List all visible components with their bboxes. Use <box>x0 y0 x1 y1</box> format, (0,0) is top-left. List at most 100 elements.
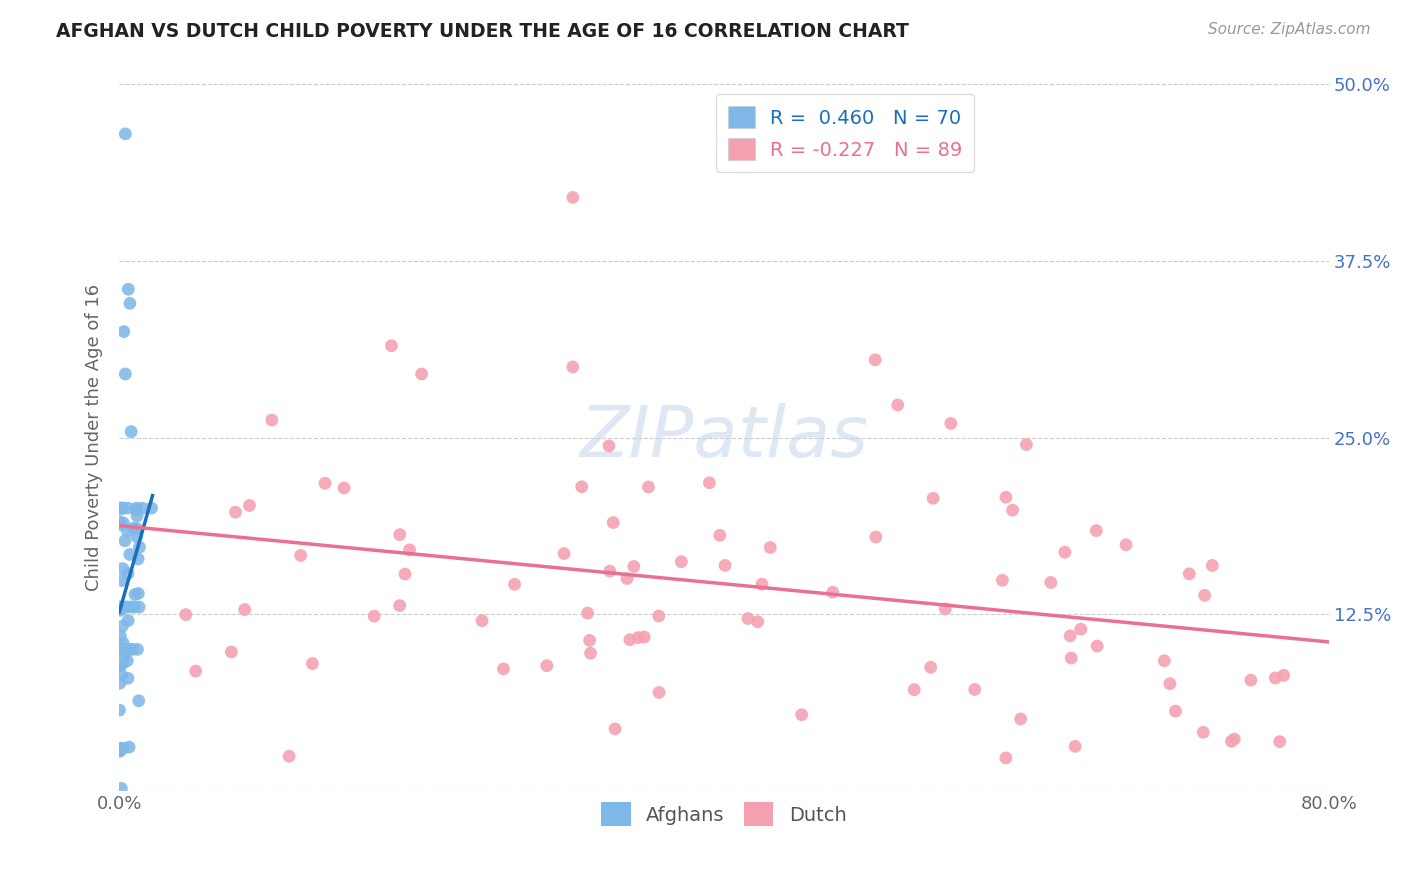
Point <box>127 552 149 566</box>
Point <box>301 657 323 671</box>
Point <box>112 516 135 530</box>
Point <box>619 632 641 647</box>
Point <box>561 359 583 374</box>
Point <box>174 607 197 622</box>
Point <box>110 658 132 673</box>
Point <box>759 541 782 555</box>
Point <box>939 417 962 431</box>
Point <box>128 694 150 708</box>
Legend: Afghans, Dutch: Afghans, Dutch <box>593 795 855 834</box>
Point <box>112 325 135 339</box>
Point <box>1015 437 1038 451</box>
Point <box>603 722 626 736</box>
Point <box>1178 566 1201 581</box>
Point <box>411 367 433 381</box>
Point <box>118 642 141 657</box>
Point <box>111 657 134 671</box>
Point <box>110 599 132 614</box>
Point <box>1060 651 1083 665</box>
Point <box>579 646 602 660</box>
Point <box>110 642 132 657</box>
Point <box>1164 704 1187 718</box>
Point <box>110 629 132 643</box>
Point <box>1194 588 1216 602</box>
Point <box>108 741 131 756</box>
Point <box>561 190 583 204</box>
Point <box>112 649 135 664</box>
Point <box>108 515 131 529</box>
Point <box>125 521 148 535</box>
Point <box>1201 558 1223 573</box>
Point <box>108 603 131 617</box>
Point <box>1153 654 1175 668</box>
Point <box>110 602 132 616</box>
Point <box>278 749 301 764</box>
Point <box>112 636 135 650</box>
Point <box>260 413 283 427</box>
Point <box>141 501 163 516</box>
Point <box>108 517 131 532</box>
Point <box>994 490 1017 504</box>
Point <box>224 505 246 519</box>
Point <box>111 501 134 516</box>
Point <box>108 642 131 657</box>
Point <box>114 127 136 141</box>
Point <box>1220 734 1243 748</box>
Point <box>131 501 153 516</box>
Point <box>388 527 411 541</box>
Point <box>1070 622 1092 636</box>
Point <box>699 475 721 490</box>
Point <box>117 671 139 685</box>
Point <box>1272 668 1295 682</box>
Point <box>553 547 575 561</box>
Point <box>108 744 131 758</box>
Point <box>117 614 139 628</box>
Point <box>471 614 494 628</box>
Point <box>128 599 150 614</box>
Point <box>633 630 655 644</box>
Point <box>122 521 145 535</box>
Point <box>627 631 650 645</box>
Point <box>922 491 945 506</box>
Point <box>118 296 141 310</box>
Point <box>114 367 136 381</box>
Point <box>124 599 146 614</box>
Point <box>790 707 813 722</box>
Point <box>714 558 737 573</box>
Point <box>394 567 416 582</box>
Point <box>709 528 731 542</box>
Point <box>1064 739 1087 754</box>
Point <box>503 577 526 591</box>
Point <box>747 615 769 629</box>
Y-axis label: Child Poverty Under the Age of 16: Child Poverty Under the Age of 16 <box>86 284 103 591</box>
Point <box>602 516 624 530</box>
Point <box>121 642 143 657</box>
Point <box>648 685 671 699</box>
Point <box>576 606 599 620</box>
Point <box>238 499 260 513</box>
Point <box>1010 712 1032 726</box>
Point <box>863 352 886 367</box>
Point <box>821 585 844 599</box>
Point <box>1240 673 1263 687</box>
Point <box>1053 545 1076 559</box>
Point <box>128 540 150 554</box>
Point <box>108 501 131 516</box>
Point <box>117 282 139 296</box>
Point <box>1039 575 1062 590</box>
Point <box>111 619 134 633</box>
Point <box>991 573 1014 587</box>
Point <box>1059 629 1081 643</box>
Point <box>616 572 638 586</box>
Point <box>127 508 149 523</box>
Point <box>1268 734 1291 748</box>
Point <box>111 501 134 516</box>
Point <box>110 668 132 682</box>
Point <box>333 481 356 495</box>
Point <box>578 633 600 648</box>
Point <box>112 741 135 756</box>
Point <box>536 658 558 673</box>
Point <box>1001 503 1024 517</box>
Point <box>380 339 402 353</box>
Point <box>117 642 139 657</box>
